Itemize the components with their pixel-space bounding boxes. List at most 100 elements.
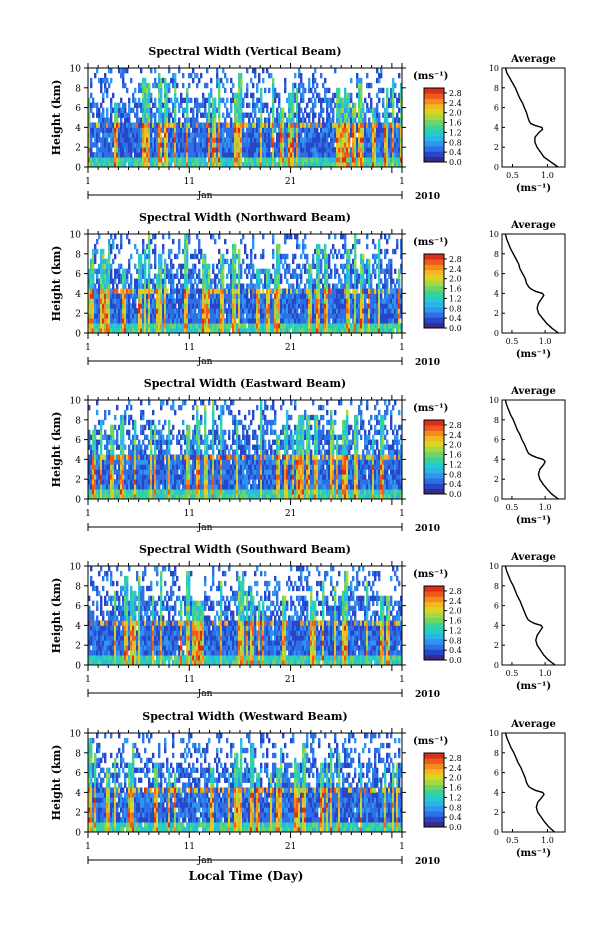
heatmap-cell <box>324 132 327 138</box>
heatmap-cell <box>244 268 247 274</box>
heatmap-cell <box>240 132 243 138</box>
heatmap-cell <box>318 243 321 250</box>
heatmap-cell <box>162 278 165 284</box>
heatmap-cell <box>274 162 277 168</box>
heatmap-cell <box>160 137 163 143</box>
heatmap-cell <box>374 147 377 153</box>
heatmap-cell <box>174 162 177 168</box>
heatmap-cell <box>294 273 297 279</box>
heatmap-cell <box>150 122 153 128</box>
heatmap-cell <box>356 127 359 133</box>
heatmap-cell <box>368 157 371 163</box>
heatmap-cell <box>242 132 245 138</box>
heatmap-cell <box>358 82 361 89</box>
heatmap-cell <box>314 102 317 108</box>
heatmap-cell <box>308 308 311 314</box>
heatmap-cell <box>160 288 163 294</box>
heatmap-cell <box>386 102 389 108</box>
heatmap-cell <box>204 127 207 133</box>
heatmap-cell <box>228 152 231 158</box>
heatmap-cell <box>178 132 181 138</box>
heatmap-cell <box>250 323 253 329</box>
heatmap-cell <box>126 147 129 153</box>
heatmap-cell <box>220 313 223 319</box>
heatmap-cell <box>310 318 313 324</box>
heatmap-cell <box>196 117 199 123</box>
heatmap-cell <box>322 273 325 279</box>
heatmap-cell <box>108 283 111 289</box>
heatmap-cell <box>158 288 161 294</box>
heatmap-cell <box>232 283 235 289</box>
heatmap-cell <box>222 313 225 319</box>
heatmap-cell <box>122 318 125 324</box>
heatmap-cell <box>270 72 273 79</box>
heatmap-cell <box>294 308 297 314</box>
heatmap-cell <box>298 102 301 108</box>
heatmap-cell <box>314 328 317 334</box>
heatmap-cell <box>184 132 187 138</box>
heatmap-cell <box>204 102 207 108</box>
heatmap-cell <box>350 298 353 304</box>
heatmap-cell <box>342 328 345 334</box>
heatmap-cell <box>108 152 111 158</box>
heatmap-cell <box>232 303 235 309</box>
heatmap-cell <box>172 77 175 84</box>
heatmap-cell <box>392 102 395 108</box>
heatmap-cell <box>352 298 355 304</box>
heatmap-cell <box>310 278 313 284</box>
heatmap-cell <box>138 132 141 138</box>
heatmap-cell <box>106 127 109 133</box>
heatmap-cell <box>328 234 331 240</box>
heatmap-cell <box>264 87 267 94</box>
heatmap-cell <box>206 97 209 104</box>
heatmap-cell <box>136 142 139 148</box>
heatmap-cell <box>360 268 363 274</box>
heatmap-cell <box>104 117 107 123</box>
heatmap-cell <box>366 107 369 113</box>
heatmap-cell <box>276 253 279 260</box>
heatmap-cell <box>308 288 311 294</box>
heatmap-cell <box>188 162 191 168</box>
heatmap-cell <box>126 318 129 324</box>
heatmap-cells <box>88 234 403 334</box>
heatmap-cell <box>142 82 145 89</box>
heatmap-cell <box>268 112 271 118</box>
heatmap-cell <box>348 268 351 274</box>
heatmap-cell <box>134 157 137 163</box>
heatmap-cell <box>312 162 315 168</box>
heatmap-cell <box>242 102 245 108</box>
heatmap-cell <box>244 243 247 250</box>
heatmap-cell <box>364 97 367 104</box>
heatmap-cell <box>248 132 251 138</box>
heatmap-cell <box>98 122 101 128</box>
heatmap-cell <box>246 112 249 118</box>
heatmap-cell <box>230 97 233 104</box>
heatmap-cell <box>316 268 319 274</box>
heatmap-cell <box>216 157 219 163</box>
heatmap-cell <box>300 117 303 123</box>
heatmap-cell <box>274 278 277 284</box>
heatmap-cell <box>104 87 107 94</box>
heatmap-cell <box>126 127 129 133</box>
heatmap-cell <box>242 258 245 265</box>
heatmap-cell <box>250 278 253 284</box>
heatmap-cell <box>112 137 115 143</box>
heatmap-cell <box>232 293 235 299</box>
heatmap-cell <box>396 152 399 158</box>
heatmap-cell <box>154 82 157 89</box>
heatmap-cell <box>270 303 273 309</box>
heatmap-cell <box>306 152 309 158</box>
heatmap-cell <box>318 308 321 314</box>
heatmap-cell <box>252 127 255 133</box>
heatmap-cell <box>282 303 285 309</box>
heatmap-cell <box>166 92 169 99</box>
heatmap-cell <box>174 127 177 133</box>
heatmap-cell <box>272 162 275 168</box>
heatmap-cell <box>344 293 347 299</box>
heatmap-cell <box>358 308 361 314</box>
heatmap-cell <box>160 147 163 153</box>
heatmap-cell <box>364 152 367 158</box>
heatmap-cell <box>188 238 191 245</box>
heatmap-cell <box>360 288 363 294</box>
heatmap-cell <box>164 87 167 94</box>
